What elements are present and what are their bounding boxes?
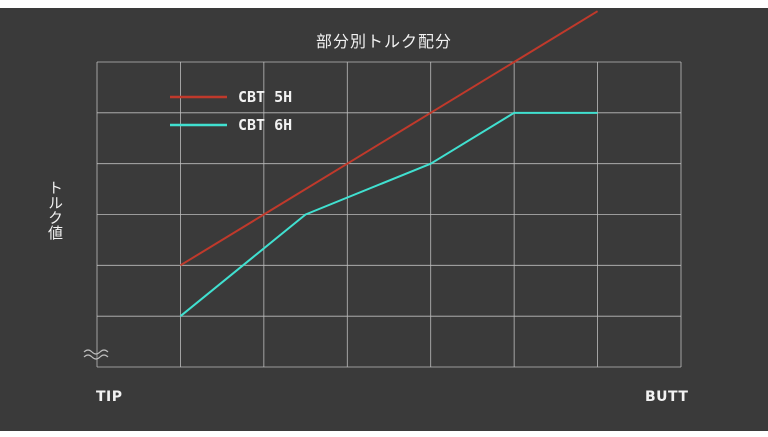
series-line-cbt-5h bbox=[179, 10, 599, 267]
y-axis-label: トルク値 bbox=[46, 180, 64, 240]
legend-label: CBT 6H bbox=[238, 116, 292, 134]
grid-lines bbox=[96, 61, 682, 368]
axis-break-mark bbox=[83, 354, 109, 360]
chart-title: 部分別トルク配分 bbox=[315, 32, 452, 51]
series-line-cbt-6h bbox=[179, 111, 598, 317]
axis-break-mark bbox=[83, 349, 109, 355]
x-label-tip: TIP bbox=[96, 389, 123, 405]
series-lines bbox=[179, 10, 599, 317]
legend-label: CBT 5H bbox=[238, 88, 292, 106]
x-label-butt: BUTT bbox=[645, 389, 689, 405]
axis-break-icon bbox=[83, 349, 109, 360]
legend: CBT 5H CBT 6H bbox=[170, 88, 292, 134]
chart-panel bbox=[0, 8, 768, 431]
